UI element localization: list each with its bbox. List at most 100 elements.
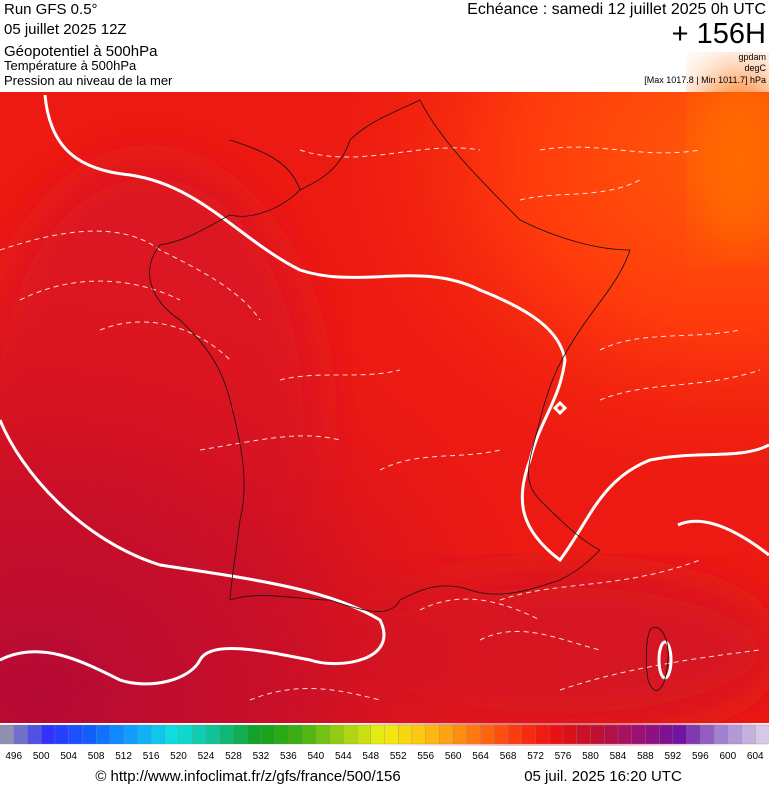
colorbar-swatch <box>247 724 262 745</box>
colorbar-swatch <box>301 724 317 745</box>
colorbar-swatch <box>617 724 633 745</box>
colorbar-swatch <box>192 724 207 745</box>
colorbar-swatch <box>700 724 715 745</box>
colorbar-swatch <box>178 724 193 745</box>
colorbar-swatch <box>384 724 399 745</box>
echeance: Echéance : samedi 12 juillet 2025 0h UTC <box>467 1 766 18</box>
colorbar-swatch <box>494 724 509 745</box>
colorbar-swatch <box>164 724 179 745</box>
run-label: Run GFS 0.5° <box>4 1 98 18</box>
colorbar-swatch <box>109 724 125 745</box>
colorbar-swatch <box>123 724 138 745</box>
colorbar-label: 592 <box>665 751 682 762</box>
colorbar-label: 496 <box>5 751 22 762</box>
colorbar-swatch <box>645 724 660 745</box>
colorbar-swatch <box>727 724 742 745</box>
colorbar-label: 500 <box>33 751 50 762</box>
colorbar-swatch <box>425 724 440 745</box>
colorbar-label: 540 <box>307 751 324 762</box>
colorbar-swatch <box>411 724 427 745</box>
colorbar-swatch <box>219 724 234 745</box>
colorbar-label: 604 <box>747 751 764 762</box>
colorbar: 496 500 504 508 512 516 520 524 528 532 536 540 544 5… <box>0 724 769 762</box>
map <box>0 70 769 730</box>
colorbar-label: 584 <box>610 751 627 762</box>
colorbar-swatch <box>288 724 303 745</box>
colorbar-swatch <box>13 724 28 745</box>
colorbar-swatch <box>604 724 619 745</box>
colorbar-swatch <box>686 724 701 745</box>
lead-time: + 156H <box>672 18 766 50</box>
colorbar-label: 520 <box>170 751 187 762</box>
colorbar-label: 600 <box>719 751 736 762</box>
colorbar-label: 532 <box>253 751 270 762</box>
colorbar-swatch <box>233 724 248 745</box>
colorbar-swatch <box>741 724 756 745</box>
colorbar-label: 568 <box>500 751 517 762</box>
colorbar-label: 560 <box>445 751 462 762</box>
colorbar-swatch <box>576 724 591 745</box>
colorbar-swatch <box>507 724 523 745</box>
colorbar-label: 524 <box>198 751 215 762</box>
colorbar-swatch <box>356 724 372 745</box>
colorbar-swatch <box>274 724 289 745</box>
colorbar-swatch <box>343 724 358 745</box>
colorbar-swatch <box>370 724 385 745</box>
colorbar-swatch <box>398 724 413 745</box>
colorbar-label: 528 <box>225 751 242 762</box>
colorbar-label: 556 <box>417 751 434 762</box>
colorbar-swatch <box>562 724 578 745</box>
colorbar-swatch <box>68 724 83 745</box>
colorbar-swatch <box>755 724 769 745</box>
timestamp: 05 juil. 2025 16:20 UTC <box>524 768 682 785</box>
colorbar-swatch <box>0 724 15 745</box>
colorbar-swatch <box>672 724 688 745</box>
colorbar-swatch <box>658 724 674 745</box>
unit-label: gpdam <box>738 52 766 62</box>
colorbar-swatch <box>150 724 166 745</box>
colorbar-label: 576 <box>555 751 572 762</box>
colorbar-label: 508 <box>88 751 105 762</box>
field-label: Température à 500hPa <box>4 58 137 73</box>
colorbar-label: 580 <box>582 751 599 762</box>
colorbar-swatch <box>480 724 495 745</box>
colorbar-swatch <box>466 724 482 745</box>
colorbar-label: 596 <box>692 751 709 762</box>
field-label: Géopotentiel à 500hPa <box>4 43 158 60</box>
colorbar-swatch <box>27 724 42 745</box>
colorbar-swatch <box>631 724 646 745</box>
colorbar-swatch <box>329 724 344 745</box>
colorbar-swatch <box>82 724 97 745</box>
colorbar-swatch <box>535 724 550 745</box>
colorbar-label: 536 <box>280 751 297 762</box>
colorbar-swatch <box>521 724 537 745</box>
colorbar-swatch <box>205 724 221 745</box>
colorbar-label: 564 <box>472 751 489 762</box>
field-label: Pression au niveau de la mer <box>4 73 173 88</box>
colorbar-swatch <box>549 724 564 745</box>
colorbar-label: 572 <box>527 751 544 762</box>
unit-label: degC <box>744 63 766 73</box>
colorbar-swatch <box>439 724 454 745</box>
colorbar-label: 548 <box>362 751 379 762</box>
colorbar-swatch <box>41 724 56 745</box>
colorbar-swatch <box>590 724 605 745</box>
colorbar-swatch <box>137 724 152 745</box>
colorbar-swatch <box>54 724 70 745</box>
colorbar-label: 512 <box>115 751 132 762</box>
colorbar-label: 504 <box>60 751 77 762</box>
colorbar-label: 552 <box>390 751 407 762</box>
colorbar-label: 588 <box>637 751 654 762</box>
colorbar-swatch <box>95 724 111 745</box>
colorbar-swatch <box>713 724 729 745</box>
colorbar-swatch <box>315 724 331 745</box>
colorbar-swatch <box>453 724 468 745</box>
run-date: 05 juillet 2025 12Z <box>4 21 127 38</box>
source-url: © http://www.infoclimat.fr/z/gfs/france/… <box>95 768 400 785</box>
colorbar-label: 544 <box>335 751 352 762</box>
pressure-range: [Max 1017.8 | Min 1011.7] hPa <box>644 75 766 85</box>
colorbar-label: 516 <box>143 751 160 762</box>
colorbar-swatch <box>260 724 276 745</box>
